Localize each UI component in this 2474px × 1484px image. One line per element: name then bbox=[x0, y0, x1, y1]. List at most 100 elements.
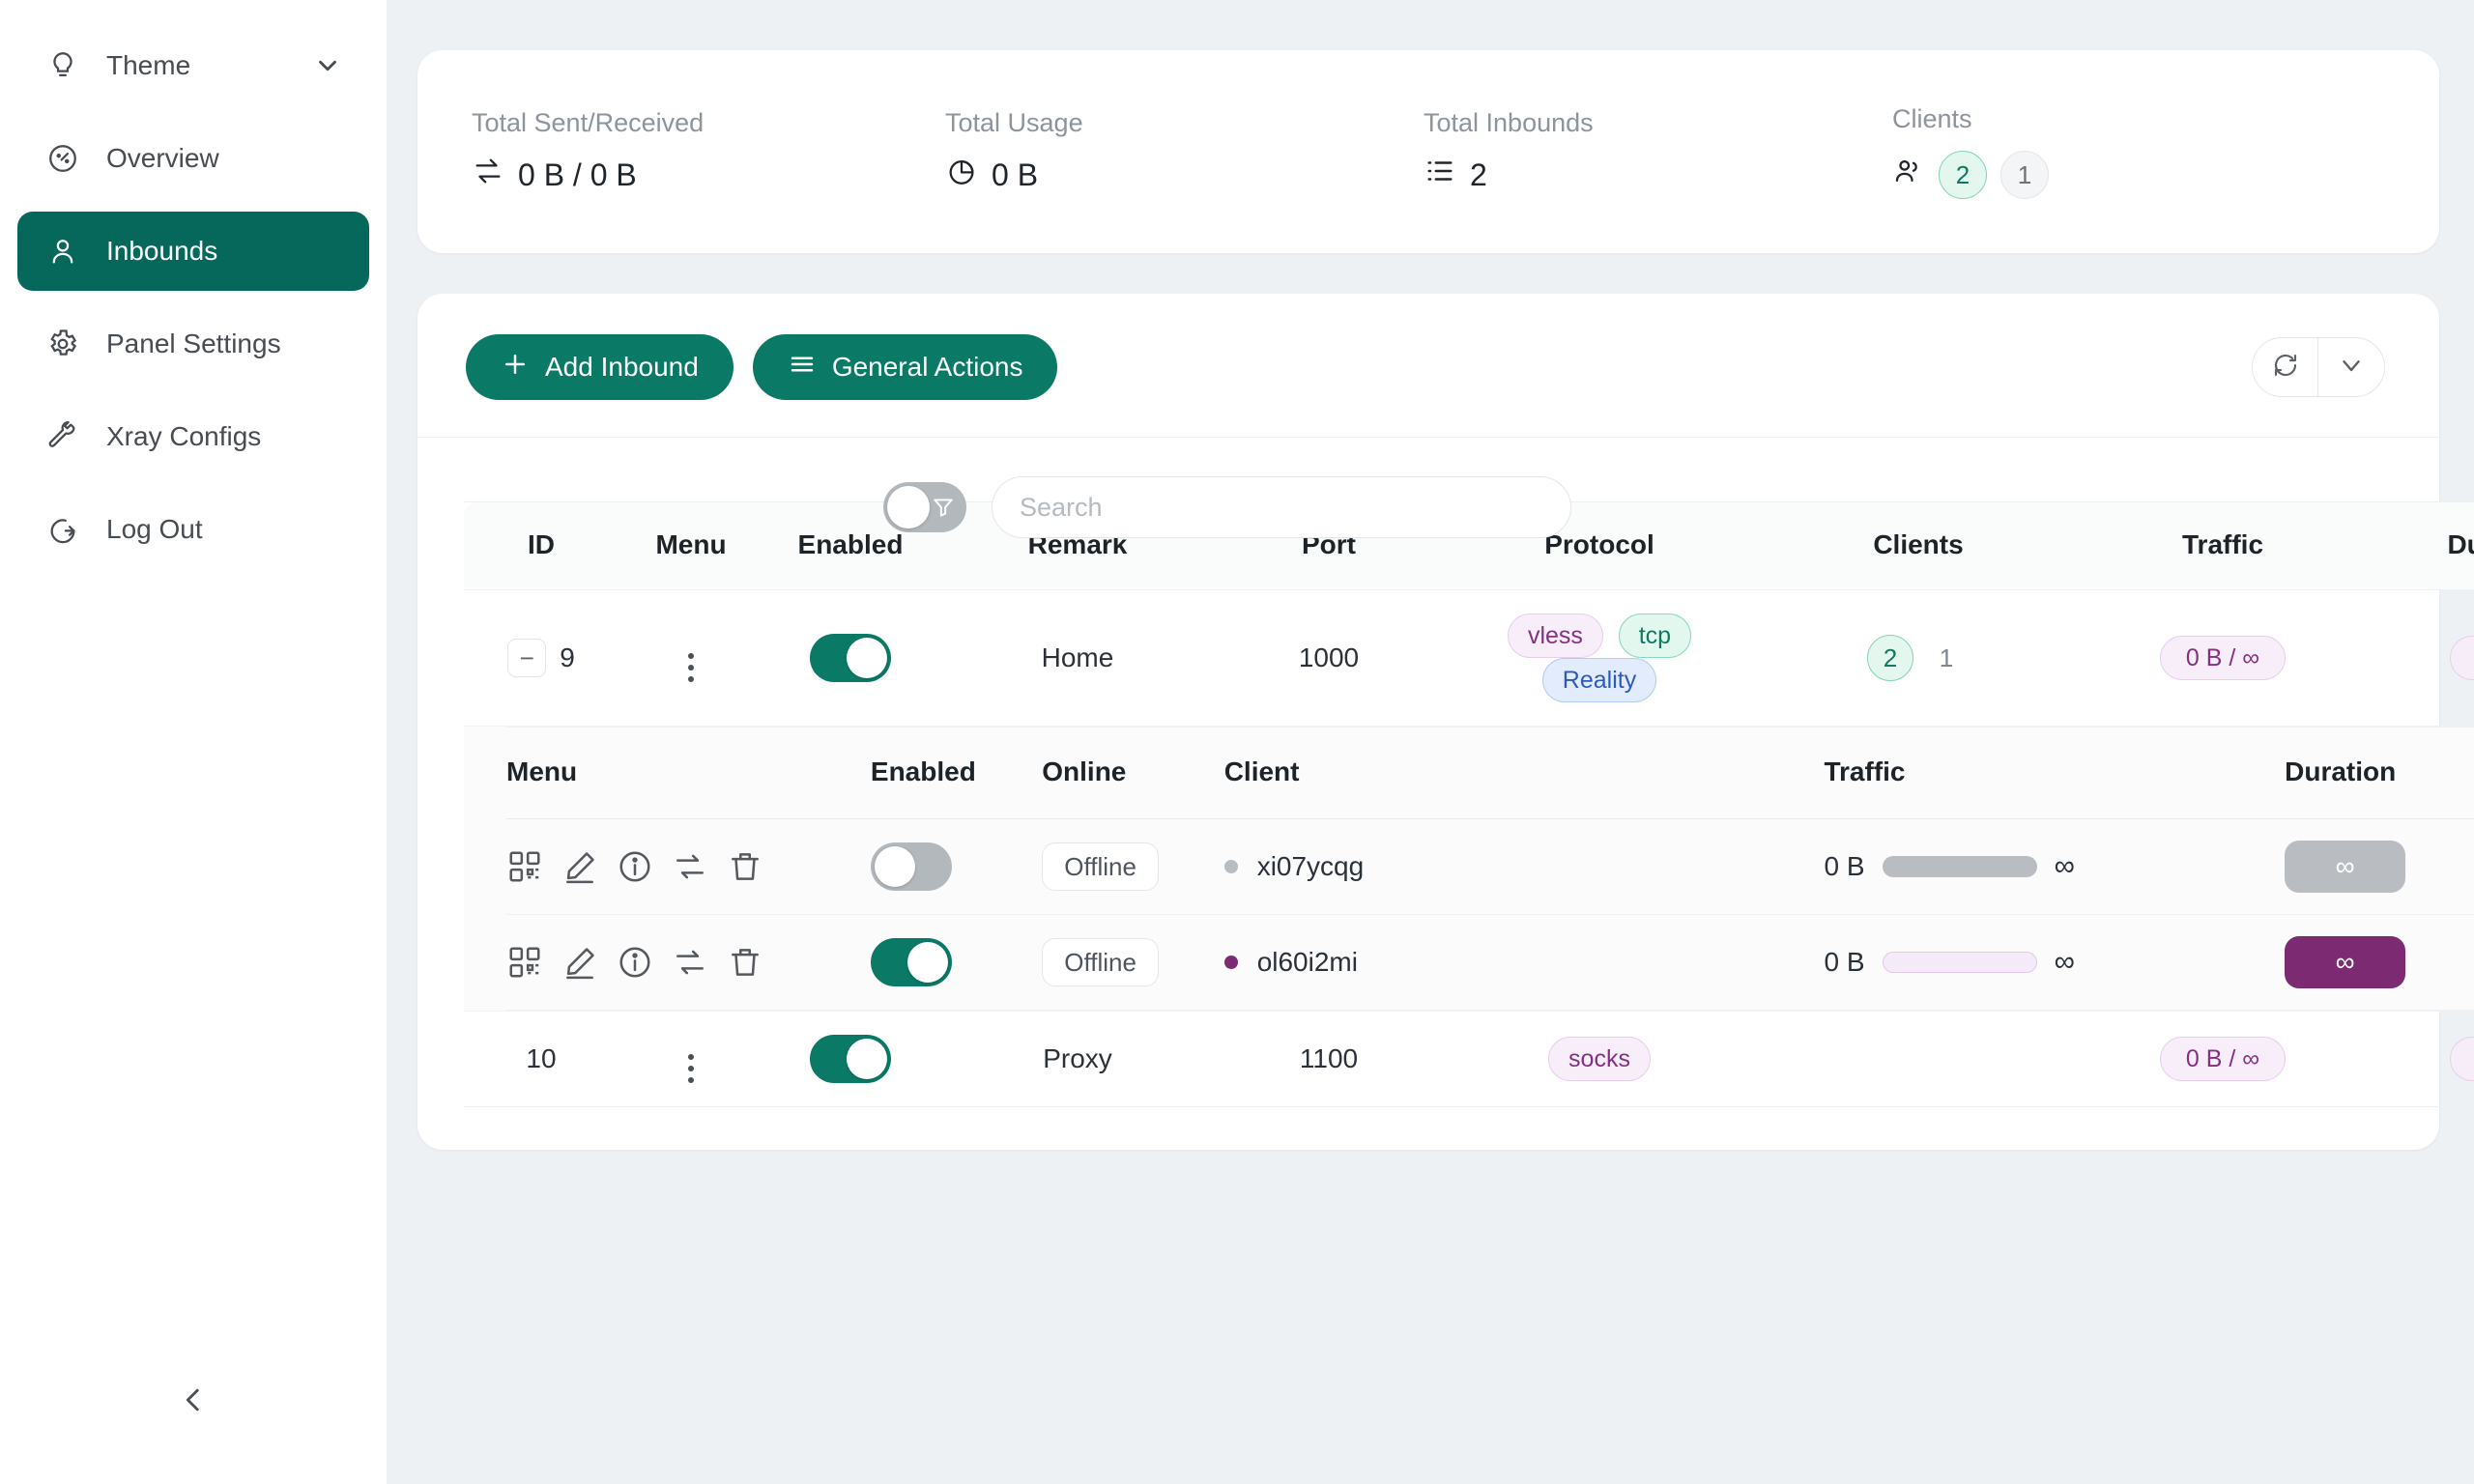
clients-subtable-wrap: Menu Enabled Online Client Traffic Durat… bbox=[464, 727, 2474, 1011]
clients-header-row: Menu Enabled Online Client Traffic Durat… bbox=[506, 727, 2474, 819]
sidebar-item-label: Panel Settings bbox=[106, 328, 281, 358]
sidebar-item-overview[interactable]: Overview bbox=[17, 119, 369, 198]
clients-table-body: Offline xi07ycqg bbox=[506, 818, 2474, 1011]
clients-total-count: 1 bbox=[2000, 151, 2049, 199]
inbounds-table-body: − 9 Home 1000 bbox=[464, 589, 2474, 1107]
row-enabled-toggle[interactable] bbox=[810, 634, 891, 682]
row-id: 9 bbox=[560, 642, 575, 672]
edit-icon[interactable] bbox=[561, 944, 598, 981]
cell-client-actions bbox=[506, 914, 871, 1011]
client-row[interactable]: Offline xi07ycqg bbox=[506, 818, 2474, 915]
cell-remark: Home bbox=[937, 589, 1218, 727]
add-inbound-label: Add Inbound bbox=[545, 352, 699, 382]
gauge-icon bbox=[44, 140, 81, 177]
col-client-name: Client bbox=[1223, 727, 1825, 819]
col-client-traffic: Traffic bbox=[1824, 727, 2286, 819]
online-status-badge: Offline bbox=[1042, 842, 1159, 891]
reset-icon[interactable] bbox=[672, 944, 708, 981]
qr-code-icon[interactable] bbox=[506, 944, 543, 981]
row-menu-button[interactable] bbox=[688, 1053, 694, 1083]
toolbar: Add Inbound General Actions bbox=[417, 294, 2439, 438]
cell-traffic: 0 B / ∞ bbox=[2078, 1011, 2368, 1107]
sidebar-item-label: Xray Configs bbox=[106, 421, 262, 451]
protocol-badge: Reality bbox=[1541, 658, 1657, 702]
traffic-total: ∞ bbox=[2054, 850, 2075, 882]
stat-value: 2 bbox=[1470, 157, 1487, 192]
col-client-online: Online bbox=[1042, 727, 1224, 819]
cell-duration: ∞ bbox=[2368, 1011, 2474, 1107]
collapse-row-button[interactable]: − bbox=[507, 639, 547, 677]
stat-total-sent-received: Total Sent/Received 0 B / 0 B bbox=[472, 108, 945, 195]
cell-traffic: 0 B / ∞ bbox=[2078, 589, 2368, 727]
inbounds-table: ID Menu Enabled Remark Port Protocol Cli… bbox=[464, 501, 2474, 1107]
gear-icon bbox=[44, 326, 81, 362]
cell-clients bbox=[1759, 1011, 2078, 1107]
cell-client-enabled bbox=[870, 818, 1043, 915]
duration-badge: ∞ bbox=[2450, 1037, 2474, 1081]
cell-enabled bbox=[763, 589, 937, 727]
general-actions-label: General Actions bbox=[831, 352, 1023, 382]
stat-clients: Clients 2 1 bbox=[1892, 104, 2049, 199]
client-row[interactable]: Offline ol60i2mi bbox=[506, 914, 2474, 1011]
table-row[interactable]: − 9 Home 1000 bbox=[464, 589, 2474, 727]
add-inbound-button[interactable]: Add Inbound bbox=[466, 334, 734, 400]
info-icon[interactable] bbox=[617, 848, 653, 885]
refresh-options-button[interactable] bbox=[2318, 338, 2384, 396]
client-enabled-toggle[interactable] bbox=[870, 938, 952, 986]
general-actions-button[interactable]: General Actions bbox=[752, 334, 1058, 400]
cell-id: − 9 bbox=[464, 589, 618, 727]
col-duration: Duration bbox=[2368, 501, 2474, 590]
id-cell: − 9 bbox=[464, 639, 618, 677]
qr-code-icon[interactable] bbox=[506, 848, 543, 885]
client-traffic: 0 B ∞ bbox=[1824, 850, 2285, 883]
info-icon[interactable] bbox=[617, 944, 653, 981]
filter-bar bbox=[417, 438, 2439, 538]
hamburger-icon bbox=[788, 350, 817, 385]
row-enabled-toggle[interactable] bbox=[810, 1035, 891, 1083]
stat-label: Total Usage bbox=[945, 108, 1083, 137]
clients-cell: 2 1 bbox=[1759, 635, 2078, 681]
duration-badge: ∞ bbox=[2450, 636, 2474, 680]
client-name: ol60i2mi bbox=[1256, 947, 1358, 977]
sidebar-item-panel-settings[interactable]: Panel Settings bbox=[17, 304, 369, 384]
col-client-menu: Menu bbox=[506, 727, 871, 819]
protocol-badge: vless bbox=[1507, 614, 1603, 658]
traffic-badge: 0 B / ∞ bbox=[2160, 1037, 2286, 1081]
logout-icon bbox=[44, 511, 81, 548]
sidebar-item-inbounds[interactable]: Inbounds bbox=[17, 212, 369, 291]
clients-online-count: 2 bbox=[1939, 151, 1987, 199]
status-dot bbox=[1223, 860, 1238, 873]
sidebar-item-label: Theme bbox=[106, 50, 191, 80]
client-enabled-toggle[interactable] bbox=[870, 842, 952, 891]
sidebar-collapse-button[interactable] bbox=[169, 1378, 217, 1426]
clients-total-badge: 1 bbox=[1939, 642, 1954, 672]
delete-icon[interactable] bbox=[727, 848, 763, 885]
table-row[interactable]: 10 Proxy 1100 s bbox=[464, 1011, 2474, 1107]
client-action-icons bbox=[506, 944, 871, 981]
chevron-down-icon[interactable] bbox=[313, 51, 342, 80]
client-traffic: 0 B ∞ bbox=[1824, 946, 2285, 979]
sidebar-item-theme[interactable]: Theme bbox=[17, 26, 369, 105]
col-menu: Menu bbox=[618, 501, 763, 590]
refresh-button[interactable] bbox=[2253, 338, 2318, 396]
traffic-used: 0 B bbox=[1824, 947, 1865, 977]
col-protocol: Protocol bbox=[1440, 501, 1759, 590]
cell-menu bbox=[618, 1011, 763, 1107]
col-clients: Clients bbox=[1759, 501, 2078, 590]
filter-toggle[interactable] bbox=[883, 482, 966, 532]
stat-value-wrap: 0 B bbox=[945, 155, 1424, 195]
wrench-icon bbox=[44, 418, 81, 455]
delete-icon[interactable] bbox=[727, 944, 763, 981]
sidebar-item-label: Log Out bbox=[106, 514, 203, 544]
reset-icon[interactable] bbox=[672, 848, 708, 885]
traffic-progress-bar bbox=[1882, 952, 2037, 973]
status-dot bbox=[1223, 956, 1238, 969]
row-menu-button[interactable] bbox=[688, 652, 694, 682]
sidebar-item-log-out[interactable]: Log Out bbox=[17, 490, 369, 569]
inbounds-table-wrap: ID Menu Enabled Remark Port Protocol Cli… bbox=[417, 501, 2474, 1107]
edit-icon[interactable] bbox=[561, 848, 598, 885]
sidebar-item-xray-configs[interactable]: Xray Configs bbox=[17, 397, 369, 476]
cell-client-name: ol60i2mi bbox=[1223, 914, 1825, 1011]
search-input[interactable] bbox=[992, 476, 1571, 538]
